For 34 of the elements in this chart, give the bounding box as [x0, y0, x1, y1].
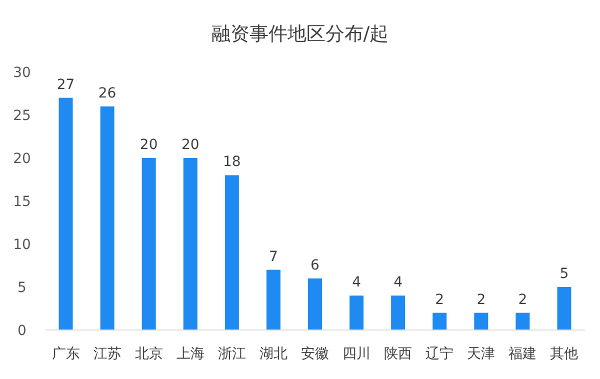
data-label: 7	[269, 248, 278, 265]
x-tick: 广东	[52, 346, 80, 362]
data-label: 4	[352, 274, 361, 291]
x-tick: 浙江	[218, 346, 246, 362]
title: 融资事件地区分布/起	[211, 23, 389, 45]
x-tick: 湖北	[259, 346, 288, 362]
y-tick: 30	[13, 65, 31, 81]
data-label: 4	[394, 274, 403, 291]
x-tick: 安徽	[301, 346, 329, 362]
y-tick: 5	[18, 280, 26, 296]
x-tick: 北京	[134, 346, 163, 362]
data-label: 6	[310, 257, 320, 274]
y-tick: 10	[13, 237, 31, 253]
data-label: 2	[518, 292, 528, 308]
data-label: 2	[476, 292, 486, 308]
data-label: 2	[435, 292, 444, 308]
data-label: 27	[56, 76, 75, 93]
x-tick: 四川	[342, 346, 371, 362]
data-label: 20	[181, 137, 200, 153]
data-label: 5	[560, 266, 569, 282]
data-label: 26	[98, 85, 116, 102]
y-tick: 25	[13, 108, 31, 124]
data-label: 18	[223, 154, 241, 170]
x-tick: 天津	[467, 346, 496, 362]
x-tick: 其他	[550, 346, 578, 362]
y-tick: 0	[18, 323, 26, 339]
data-label: 20	[140, 137, 158, 153]
x-tick: 江苏	[93, 346, 122, 362]
y-tick: 15	[13, 194, 31, 210]
x-tick: 上海	[176, 346, 204, 362]
x-tick: 陕西	[384, 346, 412, 362]
x-tick: 辽宁	[426, 346, 454, 362]
x-tick: 福建	[508, 346, 537, 362]
y-tick: 20	[13, 151, 31, 167]
